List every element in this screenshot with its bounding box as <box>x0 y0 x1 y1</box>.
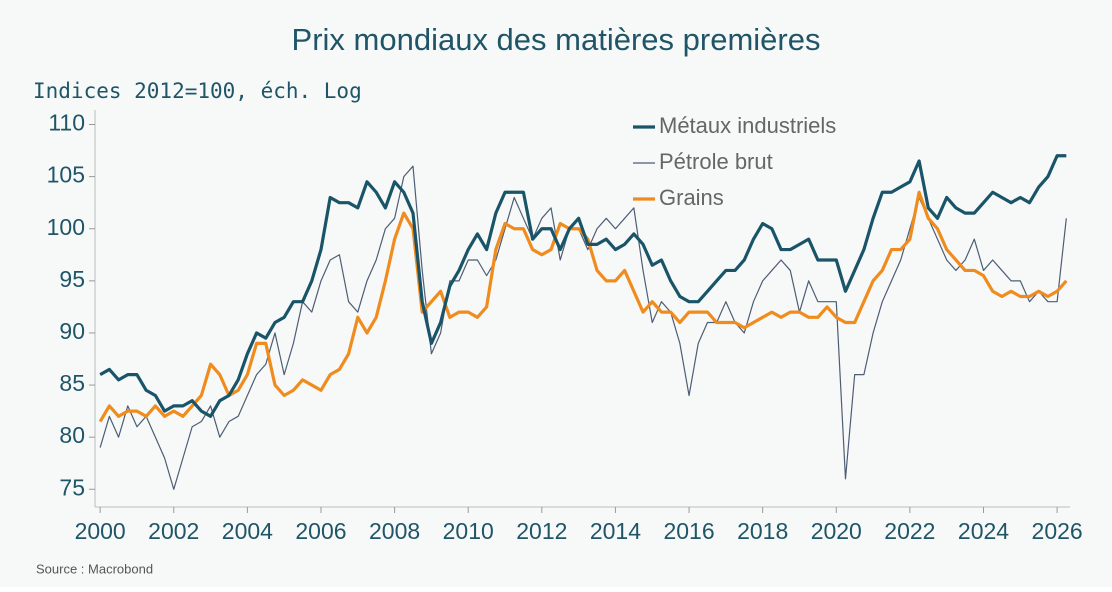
x-tick-label: 2020 <box>811 518 862 544</box>
y-tick-label: 110 <box>48 110 85 136</box>
legend-label: Grains <box>659 185 724 210</box>
y-tick-label: 100 <box>47 214 85 240</box>
y-tick-label: 90 <box>59 318 85 344</box>
x-tick-label: 2000 <box>75 518 126 544</box>
y-tick-label: 75 <box>59 474 85 500</box>
y-tick-label: 85 <box>59 370 85 396</box>
x-tick-label: 2024 <box>958 518 1009 544</box>
x-tick-label: 2018 <box>737 518 788 544</box>
subtitle: Indices 2012=100, éch. Log <box>33 79 362 103</box>
x-tick-label: 2026 <box>1032 518 1083 544</box>
y-tick-label: 95 <box>59 266 85 292</box>
x-tick-label: 2008 <box>369 518 420 544</box>
x-tick-label: 2012 <box>516 518 567 544</box>
x-tick-label: 2016 <box>663 518 714 544</box>
x-tick-label: 2002 <box>148 518 199 544</box>
y-tick-label: 105 <box>47 162 85 188</box>
legend-label: Métaux industriels <box>659 113 836 138</box>
x-tick-label: 2010 <box>443 518 494 544</box>
x-tick-label: 2014 <box>590 518 641 544</box>
x-tick-label: 2022 <box>884 518 935 544</box>
source: Source : Macrobond <box>36 561 153 576</box>
x-tick-label: 2006 <box>295 518 346 544</box>
x-tick-label: 2004 <box>222 518 273 544</box>
series-line <box>99 154 1067 418</box>
chart-title: Prix mondiaux des matières premières <box>292 22 821 57</box>
legend-label: Pétrole brut <box>659 149 773 174</box>
y-tick-label: 80 <box>59 422 85 448</box>
